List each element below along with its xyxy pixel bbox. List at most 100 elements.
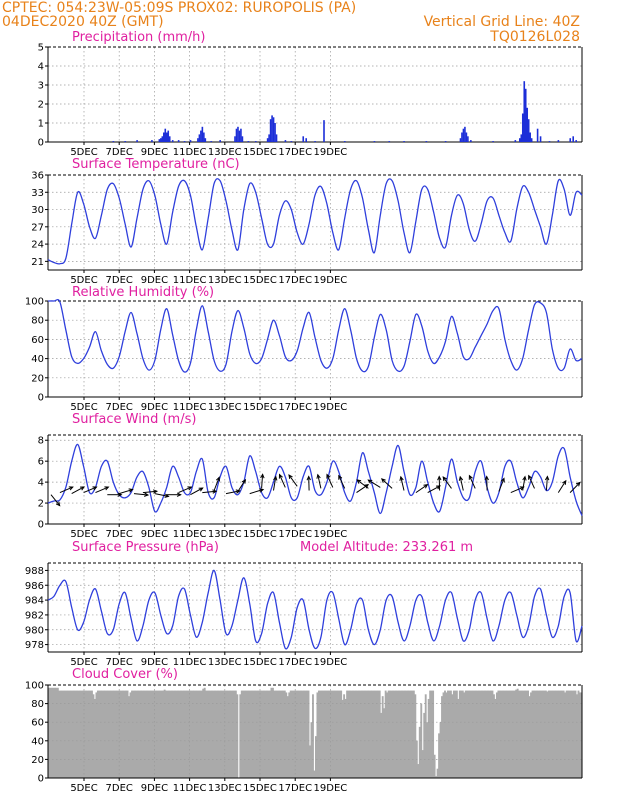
series-line xyxy=(47,443,583,516)
cloud-bar xyxy=(169,690,172,778)
precip-bar xyxy=(464,126,466,142)
wind-arrow-head xyxy=(544,475,550,481)
wind-arrow-head xyxy=(468,474,473,480)
cloud-bar xyxy=(500,690,503,778)
cloud-bar xyxy=(291,690,294,778)
cloud-bar xyxy=(185,690,188,778)
cloud-bar xyxy=(234,690,237,778)
cloud-bar xyxy=(490,690,492,778)
cloud-bar xyxy=(274,690,277,778)
cloud-bar xyxy=(137,690,139,778)
cloud-bar xyxy=(331,690,334,778)
y-tick-label: 33 xyxy=(31,188,44,199)
y-tick-label: 100 xyxy=(25,681,44,692)
wind-arrow xyxy=(225,490,240,495)
wind-arrow xyxy=(202,490,217,494)
y-tick-label: 0 xyxy=(38,520,44,531)
precip-bar xyxy=(290,141,293,142)
cloud-bar xyxy=(482,690,485,778)
wind-arrow xyxy=(178,486,192,494)
precip-bar xyxy=(189,140,192,142)
cloud-bar xyxy=(86,690,89,778)
cloud-bar xyxy=(55,687,58,778)
cloud-bar xyxy=(145,690,148,778)
cloud-bar xyxy=(427,698,430,778)
cloud-bar xyxy=(478,690,481,778)
precip-bar xyxy=(254,141,257,142)
cloud-bar xyxy=(534,690,537,778)
wind-arrow-head xyxy=(528,474,533,480)
wind-arrow xyxy=(427,485,441,494)
cloud-bar xyxy=(221,690,224,778)
cloud-bar xyxy=(362,690,365,778)
cloud-bar xyxy=(125,690,128,778)
cloud-bar xyxy=(184,690,187,778)
cloud-bar xyxy=(178,690,181,778)
cloud-bar xyxy=(277,690,280,778)
cloud-bar xyxy=(464,690,467,778)
cloud-bar xyxy=(135,690,138,778)
cloud-bar xyxy=(80,690,83,778)
panel-title: Surface Temperature (nC) xyxy=(72,157,240,172)
x-tick-label: 17DEC xyxy=(278,529,312,540)
cloud-bar xyxy=(444,690,446,778)
cloud-bar xyxy=(196,690,199,778)
cloud-bar xyxy=(540,690,543,778)
cloud-bar xyxy=(429,690,432,778)
cloud-bar xyxy=(559,690,562,778)
wind-arrow-head xyxy=(437,475,442,481)
cloud-bar xyxy=(387,690,390,778)
wind-arrow-head xyxy=(338,474,343,480)
cloud-bar xyxy=(384,690,387,778)
cloud-bar xyxy=(67,690,70,778)
panel-rh: Relative Humidity (%) 0 20 40 60 80 100 5DEC 7DE… xyxy=(25,285,583,413)
precip-bar xyxy=(124,141,127,142)
cloud-bar xyxy=(102,690,105,778)
cloud-bar xyxy=(269,690,271,778)
y-tick-label: 80 xyxy=(31,699,44,710)
cloud-bar xyxy=(580,692,583,778)
cloud-bar xyxy=(389,690,392,778)
cloud-bar xyxy=(550,690,553,778)
y-tick-label: 60 xyxy=(31,335,44,346)
y-tick-label: 980 xyxy=(25,625,44,636)
cloud-bar xyxy=(117,690,120,778)
y-tick-label: 2 xyxy=(38,100,44,111)
header-model-id: TQ0126L028 xyxy=(489,29,580,45)
y-tick-label: 5 xyxy=(38,43,44,54)
cloud-bar xyxy=(312,694,314,778)
cloud-bar xyxy=(233,690,236,778)
cloud-bar xyxy=(160,690,163,778)
precip-bar xyxy=(526,107,529,142)
cloud-bar xyxy=(267,690,270,778)
x-tick-label: 7DEC xyxy=(106,275,133,286)
cloud-bar xyxy=(246,690,249,778)
precip-bar xyxy=(164,128,167,142)
cloud-bar xyxy=(65,690,68,778)
cloud-bar xyxy=(378,690,381,778)
cloud-bar xyxy=(562,690,565,778)
y-tick-label: 6 xyxy=(38,457,44,468)
cloud-bar xyxy=(525,690,528,778)
wind-arrow-head xyxy=(435,485,442,490)
cloud-bar xyxy=(261,690,264,778)
precip-bar xyxy=(183,141,186,142)
wind-arrow xyxy=(83,486,97,494)
precip-bar xyxy=(271,115,273,142)
x-tick-label: 5DEC xyxy=(70,275,97,286)
cloud-bar xyxy=(479,690,482,778)
panel-title: Relative Humidity (%) xyxy=(72,285,214,300)
cloud-bar xyxy=(202,688,205,778)
cloud-bar xyxy=(227,690,230,778)
cloud-bar xyxy=(338,690,341,778)
cloud-bar xyxy=(421,750,424,778)
cloud-bar xyxy=(93,698,96,778)
precip-bar xyxy=(314,141,316,142)
cloud-bar xyxy=(151,690,154,778)
cloud-bar xyxy=(512,690,515,778)
cloud-bar xyxy=(564,692,567,778)
wind-arrow xyxy=(442,476,452,489)
cloud-bar xyxy=(317,690,320,778)
panel-title: Cloud Cover (%) xyxy=(72,667,178,682)
x-tick-label: 5DEC xyxy=(70,147,97,158)
